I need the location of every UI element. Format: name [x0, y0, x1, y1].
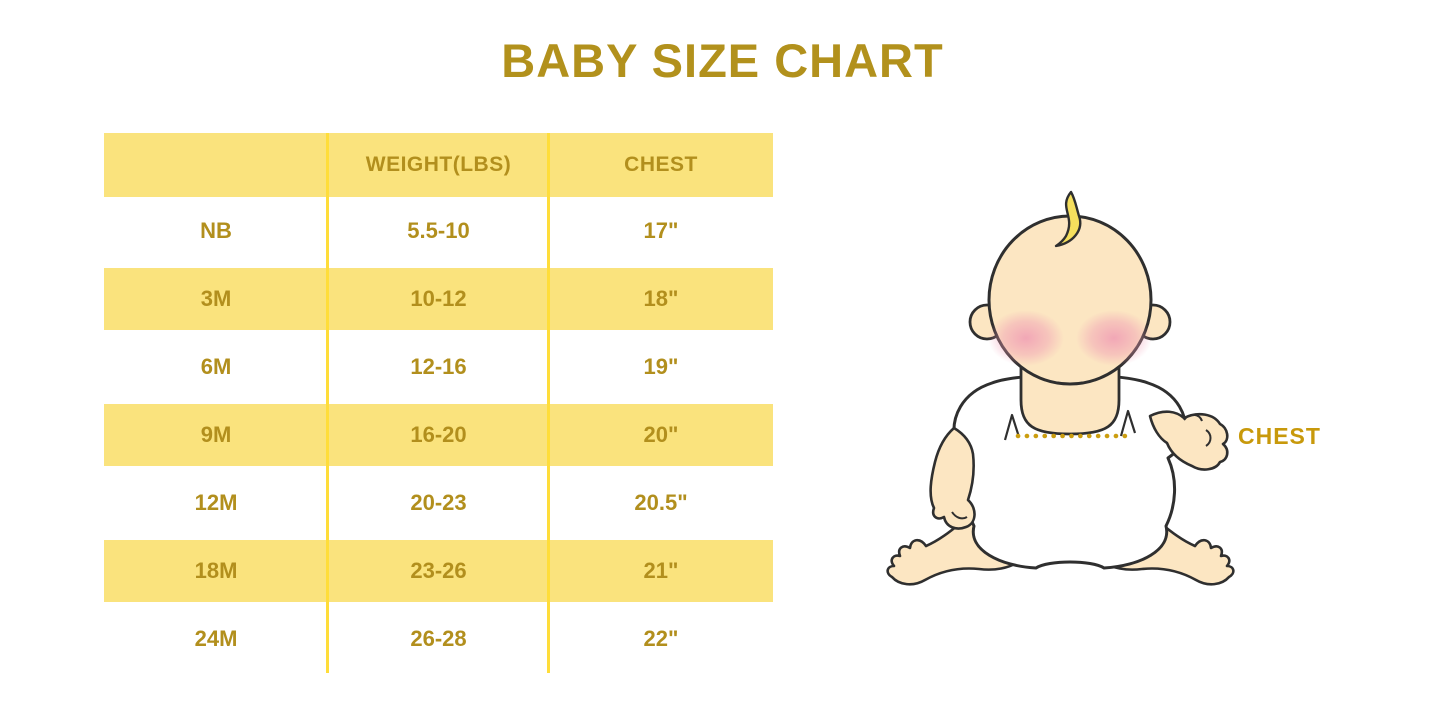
right-fist-thumb-line: [1183, 413, 1203, 422]
size-cell: 12M: [194, 490, 238, 515]
page-title: BABY SIZE CHART: [501, 34, 944, 87]
baby-illustration: [868, 178, 1253, 603]
baby-blush-right: [1076, 310, 1152, 366]
weight-cell: 23-26: [410, 558, 467, 583]
weight-cell: 5.5-10: [407, 218, 470, 243]
size-cell: 18M: [194, 558, 238, 583]
table-row: 6M 12-16 19": [104, 333, 773, 401]
chest-cell: 20": [643, 422, 679, 447]
column-separator: [547, 133, 550, 673]
header-weight: WEIGHT(LBS): [365, 153, 512, 176]
baby-blush-left: [988, 310, 1064, 366]
size-cell: 6M: [200, 354, 232, 379]
chest-cell: 17": [643, 218, 679, 243]
size-cell: 24M: [194, 626, 238, 651]
column-separator: [326, 133, 329, 673]
chest-annotation-label: CHEST: [1238, 423, 1321, 449]
header-chest: CHEST: [624, 153, 698, 176]
weight-cell: 16-20: [410, 422, 467, 447]
table-row: NB 5.5-10 17": [104, 197, 773, 265]
chest-cell: 21": [643, 558, 679, 583]
baby-left-arm: [929, 426, 976, 530]
baby-hair-tuft: [1054, 190, 1082, 248]
table-row: 12M 20-23 20.5": [104, 469, 773, 537]
size-cell: 3M: [200, 286, 232, 311]
table-row: 24M 26-28 22": [104, 605, 773, 673]
collar-notch-right: [1119, 409, 1137, 437]
right-fist-knuckle-line: [1205, 429, 1212, 447]
weight-cell: 10-12: [410, 286, 467, 311]
table-header-row: WEIGHT(LBS) CHEST: [104, 133, 773, 197]
size-cell: 9M: [200, 422, 232, 447]
chest-cell: 22": [643, 626, 679, 651]
table-row: 9M 16-20 20": [104, 401, 773, 469]
chest-cell: 20.5": [634, 490, 688, 515]
chest-cell: 19": [643, 354, 679, 379]
weight-cell: 20-23: [410, 490, 467, 515]
baby-size-table: WEIGHT(LBS) CHEST NB 5.5-10 17" 3M 10-12…: [104, 133, 773, 673]
table-row: 3M 10-12 18": [104, 265, 773, 333]
left-hand-finger-line: [951, 511, 968, 520]
table-row: 18M 23-26 21": [104, 537, 773, 605]
weight-cell: 26-28: [410, 626, 467, 651]
chest-cell: 18": [643, 286, 679, 311]
size-cell: NB: [200, 218, 232, 243]
weight-cell: 12-16: [410, 354, 467, 379]
collar-notch-left: [1003, 413, 1021, 441]
